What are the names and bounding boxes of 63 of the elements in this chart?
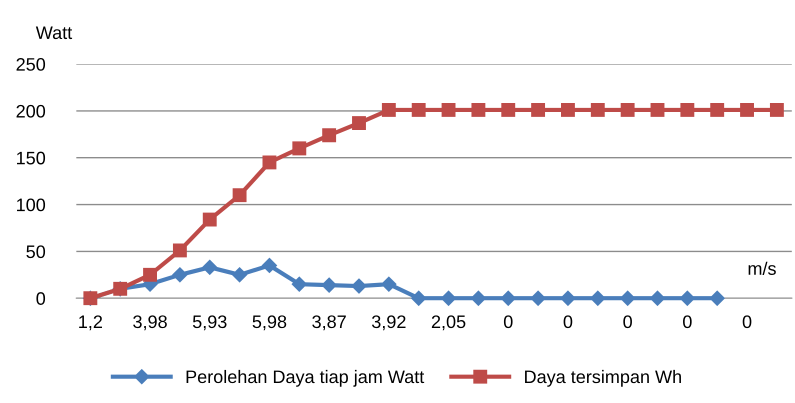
y-tick-label: 200 xyxy=(16,104,46,118)
point xyxy=(740,103,754,117)
point xyxy=(262,155,276,170)
point xyxy=(501,103,516,117)
x-tick-label: 0 xyxy=(683,315,692,328)
point xyxy=(172,267,188,282)
point xyxy=(620,290,636,306)
x-tick-label: 3,92 xyxy=(372,315,406,330)
point xyxy=(322,278,337,293)
x-tick-label: 1,2 xyxy=(79,315,102,330)
point xyxy=(561,103,575,117)
x-tick-label: 2,05 xyxy=(432,315,466,330)
point xyxy=(262,258,278,274)
point xyxy=(590,290,606,306)
point xyxy=(352,116,366,130)
point xyxy=(770,103,784,117)
x-tick-label: 0 xyxy=(623,315,632,328)
point xyxy=(530,290,546,306)
x-tick-label: 0 xyxy=(504,315,513,328)
x-tick-label: 3,87 xyxy=(312,315,346,330)
y-tick-label: 50 xyxy=(26,245,46,258)
point xyxy=(560,290,576,306)
x-tick-label: 3,98 xyxy=(133,315,167,330)
legend-label: Perolehan Daya tiap jam Watt xyxy=(186,370,424,387)
point xyxy=(322,128,336,142)
y-tick-label: 150 xyxy=(17,152,46,164)
point xyxy=(590,103,605,117)
point xyxy=(680,103,694,117)
point xyxy=(232,267,248,282)
legend-label: Daya tersimpan Wh xyxy=(525,370,681,387)
point xyxy=(351,278,367,294)
point xyxy=(710,290,725,306)
point xyxy=(442,103,456,117)
y-tick-label: 100 xyxy=(17,198,46,212)
point xyxy=(500,290,516,306)
x-tick-label: 0 xyxy=(564,315,572,328)
point xyxy=(202,260,218,275)
point xyxy=(382,103,396,117)
point xyxy=(412,103,426,117)
point xyxy=(710,103,724,117)
point xyxy=(531,103,546,117)
x-tick-label: 5,93 xyxy=(192,315,227,330)
point xyxy=(620,103,635,117)
point xyxy=(440,290,456,306)
y-tick-label: 0 xyxy=(36,292,46,305)
point xyxy=(470,290,486,306)
x-tick-label: 5,98 xyxy=(252,315,286,330)
point xyxy=(292,141,306,156)
point xyxy=(411,290,426,306)
point xyxy=(471,103,486,117)
y-tick-label: 250 xyxy=(16,58,46,71)
point xyxy=(650,103,664,117)
point xyxy=(172,244,187,258)
y-axis-title: Watt xyxy=(36,26,72,40)
point xyxy=(143,268,157,282)
x-tick-label: 0 xyxy=(742,315,752,328)
point xyxy=(381,276,396,292)
point xyxy=(202,212,217,226)
point xyxy=(292,276,307,292)
point xyxy=(650,290,666,306)
point xyxy=(232,188,247,202)
point xyxy=(680,290,695,306)
x-axis-title: m/s xyxy=(748,262,776,275)
